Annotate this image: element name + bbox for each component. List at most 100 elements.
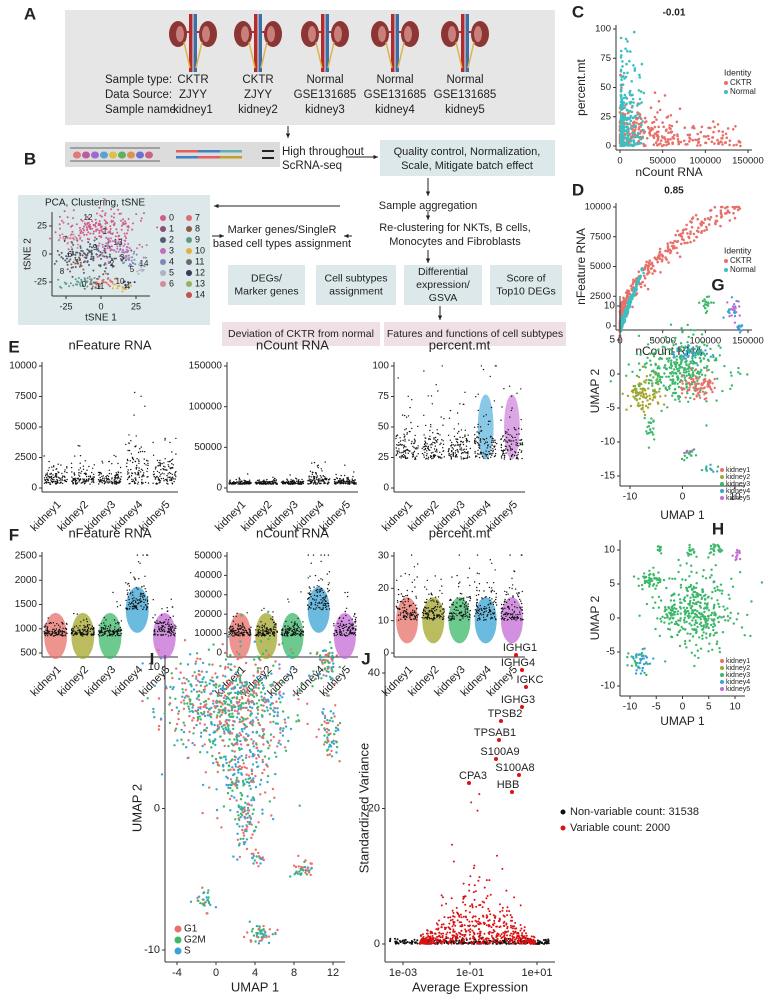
point [131,256,134,259]
point [77,234,80,237]
point [103,633,106,635]
point [186,281,192,287]
point [134,472,136,474]
point [154,614,156,616]
point [642,131,646,135]
point [641,136,644,140]
point [409,430,411,433]
point [91,481,93,483]
point [256,625,258,627]
point [314,608,316,610]
row-label: Data Source: [105,89,172,101]
point [104,249,107,252]
point [76,633,78,636]
point [92,628,95,630]
point [43,482,46,484]
point [70,263,73,266]
point [413,450,416,453]
point [320,554,322,556]
point [416,455,418,457]
point [298,627,300,629]
point [648,271,651,274]
point [501,454,504,456]
point [158,482,160,484]
point [485,454,487,456]
point [417,613,419,616]
point [719,216,723,219]
point [456,438,458,440]
point [126,589,128,591]
label: based cell types assignment [213,238,351,250]
point [402,612,405,614]
point [490,452,492,455]
point [351,624,354,627]
point [162,622,165,624]
point [110,245,113,248]
point [122,223,125,226]
point [691,138,694,142]
point [276,631,278,633]
point [100,251,103,254]
sample-source: GSE131685 [434,89,497,101]
point [416,607,418,609]
point [103,219,106,222]
point [494,448,496,450]
point [694,213,698,217]
point [431,403,433,405]
point [80,633,82,636]
point [171,630,173,633]
point [643,267,647,271]
point [249,483,251,485]
point [461,452,463,454]
point [152,454,155,456]
label: ScRNA-seq [282,160,342,172]
point [662,125,665,129]
point [333,478,335,481]
point [627,134,631,137]
point [323,596,325,599]
point [105,625,107,627]
point [403,598,405,600]
point [405,416,408,418]
point [126,608,128,611]
point [104,263,107,266]
point [126,478,129,481]
point [234,623,237,625]
point [432,432,434,434]
point [108,469,111,471]
point [510,395,513,397]
y-tick-label: 50 [378,422,390,433]
point [697,226,700,230]
point [234,631,236,634]
point [141,245,144,248]
point [334,629,336,632]
point [318,482,320,484]
point [273,482,275,484]
point [54,231,57,234]
point [310,478,312,481]
point [619,143,623,146]
point [72,243,75,246]
point [163,480,165,482]
point [351,618,353,620]
point [82,231,84,234]
sample-name: kidney3 [305,104,345,116]
point [74,483,77,485]
point [102,462,104,464]
point [620,326,624,329]
point [86,238,89,240]
point [515,457,517,460]
point [49,621,52,624]
kidney-inner [202,26,210,42]
y-tick-label: 2500 [15,452,38,463]
point [152,617,154,619]
point [92,477,94,480]
point [158,471,160,474]
point [167,625,170,627]
point [400,457,402,459]
point [132,480,134,483]
point [141,476,143,478]
point [501,406,503,408]
point [106,244,109,247]
point [275,626,277,628]
